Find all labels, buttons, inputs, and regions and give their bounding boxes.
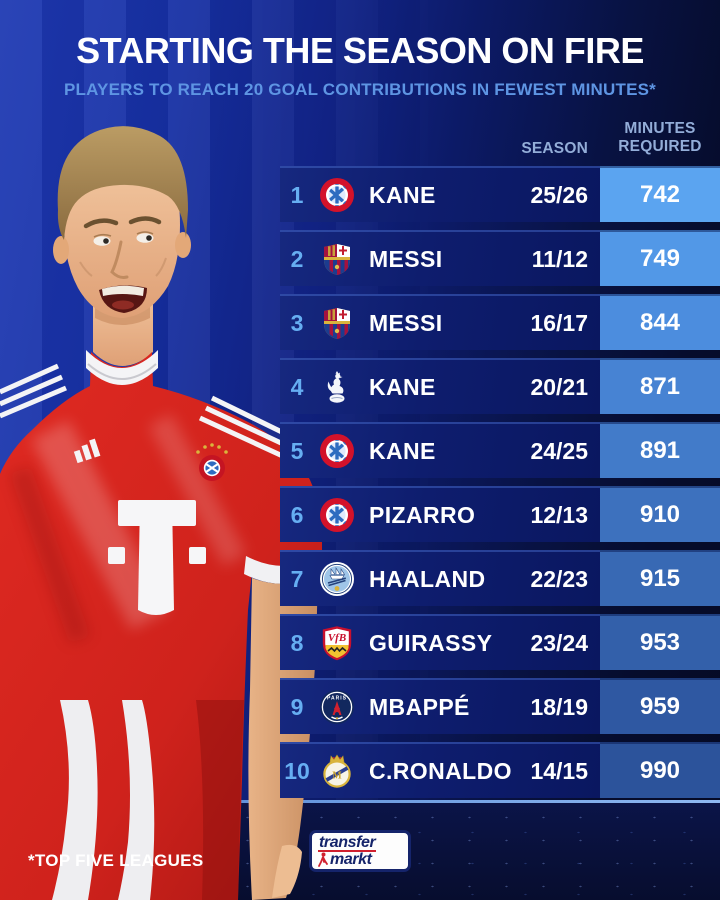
rank-value: 2 bbox=[290, 245, 304, 272]
column-header-minutes-line2: REQUIRED bbox=[618, 137, 702, 155]
club-badge-real-madrid: M bbox=[318, 752, 356, 790]
minutes-required-value: 990 bbox=[600, 742, 720, 798]
season-value: 18/19 bbox=[530, 693, 588, 720]
psg-crest-icon: PARIS bbox=[320, 690, 354, 724]
minutes-required-value: 871 bbox=[600, 358, 720, 414]
season-value: 22/23 bbox=[530, 565, 588, 592]
ranking-table: 1 KANE 25/26 742 2 MESSI 11/12 749 3 bbox=[280, 166, 720, 806]
club-badge-barcelona bbox=[318, 304, 356, 342]
stuttgart-crest-icon: VfB bbox=[322, 626, 352, 661]
club-badge-psg: PARIS bbox=[318, 688, 356, 726]
table-bottom-divider bbox=[0, 800, 720, 803]
man-city-crest-icon bbox=[320, 562, 354, 596]
transfermarkt-logo-line2-wrap: markt bbox=[318, 850, 402, 868]
club-badge-bayern-munich bbox=[318, 496, 356, 534]
table-row: 4 KANE 20/21 871 bbox=[280, 358, 720, 414]
player-name: PIZARRO bbox=[369, 501, 476, 528]
season-value: 12/13 bbox=[530, 501, 588, 528]
minutes-required-value: 742 bbox=[600, 166, 720, 222]
rank-value: 4 bbox=[290, 373, 304, 400]
player-name: MBAPPÉ bbox=[369, 693, 470, 720]
svg-text:M: M bbox=[332, 771, 342, 782]
table-row: 1 KANE 25/26 742 bbox=[280, 166, 720, 222]
minutes-required-value: 953 bbox=[600, 614, 720, 670]
transfermarkt-logo: transfer markt bbox=[309, 830, 411, 872]
club-badge-bayern-munich bbox=[318, 432, 356, 470]
rank-value: 7 bbox=[290, 565, 304, 592]
club-badge-barcelona bbox=[318, 240, 356, 278]
season-value: 25/26 bbox=[530, 181, 588, 208]
club-badge-stuttgart: VfB bbox=[318, 624, 356, 662]
player-name: HAALAND bbox=[369, 565, 486, 592]
rank-value: 3 bbox=[290, 309, 304, 336]
season-value: 23/24 bbox=[530, 629, 588, 656]
column-header-minutes: MINUTES REQUIRED bbox=[600, 120, 720, 156]
table-row-main: 7 HAALAND 22/23 bbox=[280, 550, 600, 606]
transfermarkt-kicker-icon bbox=[318, 852, 328, 868]
svg-text:PARIS: PARIS bbox=[327, 696, 347, 702]
bayern-munich-crest-icon bbox=[320, 498, 354, 532]
real-madrid-crest-icon: M bbox=[323, 754, 351, 788]
column-header-minutes-line1: MINUTES bbox=[624, 120, 696, 137]
table-row-main: 9 PARIS MBAPPÉ 18/19 bbox=[280, 678, 600, 734]
rank-value: 9 bbox=[290, 693, 304, 720]
club-badge-man-city bbox=[318, 560, 356, 598]
player-name: KANE bbox=[369, 373, 436, 400]
season-value: 11/12 bbox=[531, 245, 588, 272]
table-row-main: 8 VfB GUIRASSY 23/24 bbox=[280, 614, 600, 670]
player-name: MESSI bbox=[369, 309, 443, 336]
table-row-main: 3 MESSI 16/17 bbox=[280, 294, 600, 350]
barcelona-crest-icon bbox=[324, 244, 350, 275]
player-name: GUIRASSY bbox=[369, 629, 493, 656]
rank-value: 8 bbox=[290, 629, 304, 656]
table-row: 10 M C.RONALDO 14/15 990 bbox=[280, 742, 720, 798]
rank-value: 10 bbox=[284, 757, 310, 784]
table-row-main: 1 KANE 25/26 bbox=[280, 166, 600, 222]
player-name: KANE bbox=[369, 181, 436, 208]
table-row-main: 10 M C.RONALDO 14/15 bbox=[280, 742, 600, 798]
rank-value: 1 bbox=[290, 181, 304, 208]
table-row: 3 MESSI 16/17 844 bbox=[280, 294, 720, 350]
season-value: 14/15 bbox=[530, 757, 588, 784]
season-value: 16/17 bbox=[530, 309, 588, 336]
table-row: 7 HAALAND 22/23 915 bbox=[280, 550, 720, 606]
table-row: 5 KANE 24/25 891 bbox=[280, 422, 720, 478]
rank-value: 6 bbox=[290, 501, 304, 528]
bayern-munich-crest-icon bbox=[320, 178, 354, 212]
svg-text:VfB: VfB bbox=[328, 632, 346, 644]
transfermarkt-logo-line2: markt bbox=[330, 850, 372, 868]
minutes-required-value: 844 bbox=[600, 294, 720, 350]
table-row-main: 2 MESSI 11/12 bbox=[280, 230, 600, 286]
table-row-main: 4 KANE 20/21 bbox=[280, 358, 600, 414]
footnote: *TOP FIVE LEAGUES bbox=[28, 851, 204, 870]
minutes-required-value: 915 bbox=[600, 550, 720, 606]
tottenham-crest-icon bbox=[327, 371, 345, 403]
minutes-required-value: 749 bbox=[600, 230, 720, 286]
bayern-munich-crest-icon bbox=[320, 434, 354, 468]
minutes-required-value: 959 bbox=[600, 678, 720, 734]
season-value: 20/21 bbox=[530, 373, 588, 400]
club-badge-tottenham bbox=[318, 368, 356, 406]
player-name: KANE bbox=[369, 437, 436, 464]
page-title: STARTING THE SEASON ON FIRE bbox=[76, 30, 644, 71]
table-row: 9 PARIS MBAPPÉ 18/19 959 bbox=[280, 678, 720, 734]
season-value: 24/25 bbox=[530, 437, 588, 464]
table-row: 6 PIZARRO 12/13 910 bbox=[280, 486, 720, 542]
rank-value: 5 bbox=[290, 437, 304, 464]
transfermarkt-logo-line1: transfer bbox=[318, 833, 377, 852]
page-subtitle: PLAYERS TO REACH 20 GOAL CONTRIBUTIONS I… bbox=[64, 80, 656, 99]
player-name: C.RONALDO bbox=[369, 757, 512, 784]
table-row: 8 VfB GUIRASSY 23/24 953 bbox=[280, 614, 720, 670]
minutes-required-value: 910 bbox=[600, 486, 720, 542]
table-row: 2 MESSI 11/12 749 bbox=[280, 230, 720, 286]
player-name: MESSI bbox=[369, 245, 443, 272]
column-header-season: SEASON bbox=[521, 140, 588, 157]
player-photo-kane bbox=[0, 126, 322, 900]
minutes-required-value: 891 bbox=[600, 422, 720, 478]
barcelona-crest-icon bbox=[324, 308, 350, 339]
table-row-main: 6 PIZARRO 12/13 bbox=[280, 486, 600, 542]
table-row-main: 5 KANE 24/25 bbox=[280, 422, 600, 478]
club-badge-bayern-munich bbox=[318, 176, 356, 214]
